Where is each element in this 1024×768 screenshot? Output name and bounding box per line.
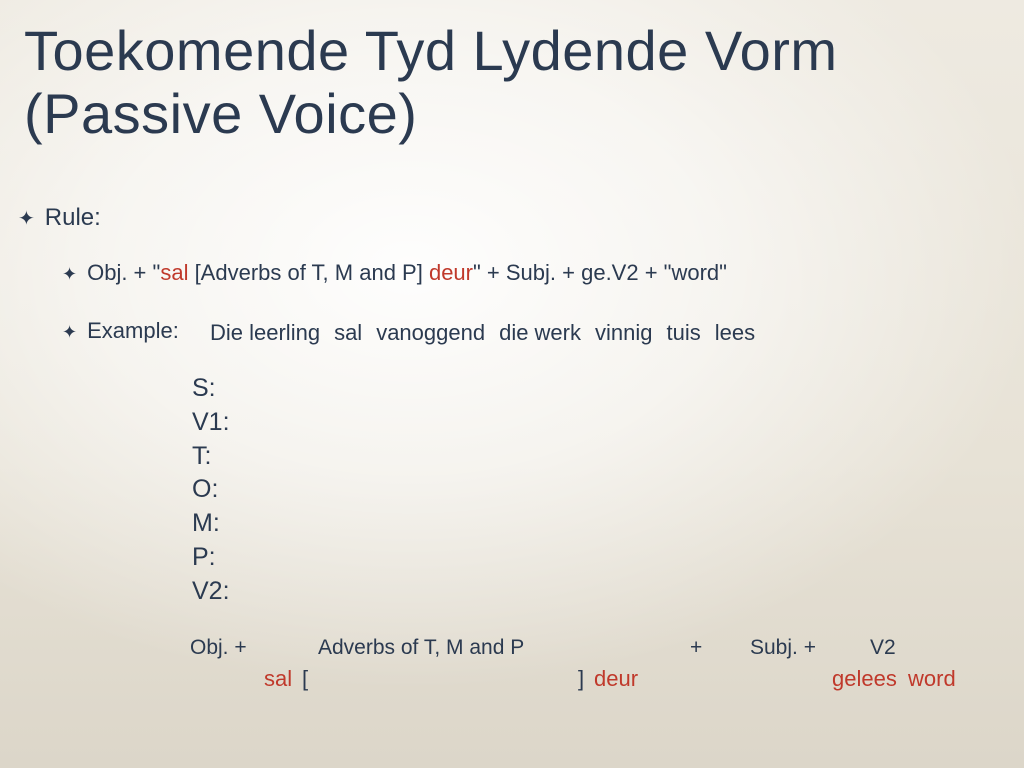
sentence-s4: die werk <box>499 320 581 346</box>
answer-v2: V2 <box>870 636 896 660</box>
answer-gelees: gelees <box>832 666 897 692</box>
label-v2: V2: <box>192 575 230 609</box>
bracket-close: ] <box>578 666 584 692</box>
answer-word: word <box>908 666 956 692</box>
title-line-1: Toekomende Tyd Lydende Vorm(Passive Voic… <box>24 19 838 145</box>
bullet-icon: ✦ <box>62 322 77 343</box>
rule-p1: Obj. + " <box>87 260 160 285</box>
answer-plus: + <box>690 636 702 660</box>
bullet-icon: ✦ <box>62 264 77 285</box>
answer-deur: deur <box>594 666 638 692</box>
sentence-s5: vinnig <box>595 320 652 346</box>
slide-title: Toekomende Tyd Lydende Vorm(Passive Voic… <box>24 20 838 145</box>
example-bullet: ✦ Example: <box>62 318 179 344</box>
rule-p2: [Adverbs of T, M and P] <box>188 260 429 285</box>
rule-deur: deur <box>429 260 473 285</box>
rule-text: Obj. + "sal [Adverbs of T, M and P] deur… <box>87 260 727 286</box>
rule-bullet: ✦ Rule: <box>18 204 101 232</box>
rule-sal: sal <box>160 260 188 285</box>
bullet-icon: ✦ <box>18 206 35 231</box>
analysis-labels: S: V1: T: O: M: P: V2: <box>192 372 230 608</box>
sentence-s6: tuis <box>666 320 700 346</box>
answer-subj: Subj. + <box>750 636 816 660</box>
sentence-s1: Die leerling <box>210 320 320 346</box>
label-o: O: <box>192 473 230 507</box>
label-s: S: <box>192 372 230 406</box>
sentence-s7: lees <box>715 320 755 346</box>
rule-line: ✦ Obj. + "sal [Adverbs of T, M and P] de… <box>62 260 727 286</box>
sentence-s3: vanoggend <box>376 320 485 346</box>
example-label: Example: <box>87 318 179 344</box>
label-p: P: <box>192 541 230 575</box>
answer-sal: sal <box>264 666 292 692</box>
bracket-open: [ <box>302 666 308 692</box>
label-t: T: <box>192 440 230 474</box>
example-sentence: Die leerling sal vanoggend die werk vinn… <box>210 320 755 346</box>
answer-obj: Obj. + <box>190 636 247 660</box>
label-v1: V1: <box>192 406 230 440</box>
label-m: M: <box>192 507 230 541</box>
rule-p3: " + Subj. + ge.V2 + "word" <box>473 260 727 285</box>
sentence-s2: sal <box>334 320 362 346</box>
rule-label: Rule: <box>45 204 101 232</box>
answer-adv: Adverbs of T, M and P <box>318 636 524 660</box>
